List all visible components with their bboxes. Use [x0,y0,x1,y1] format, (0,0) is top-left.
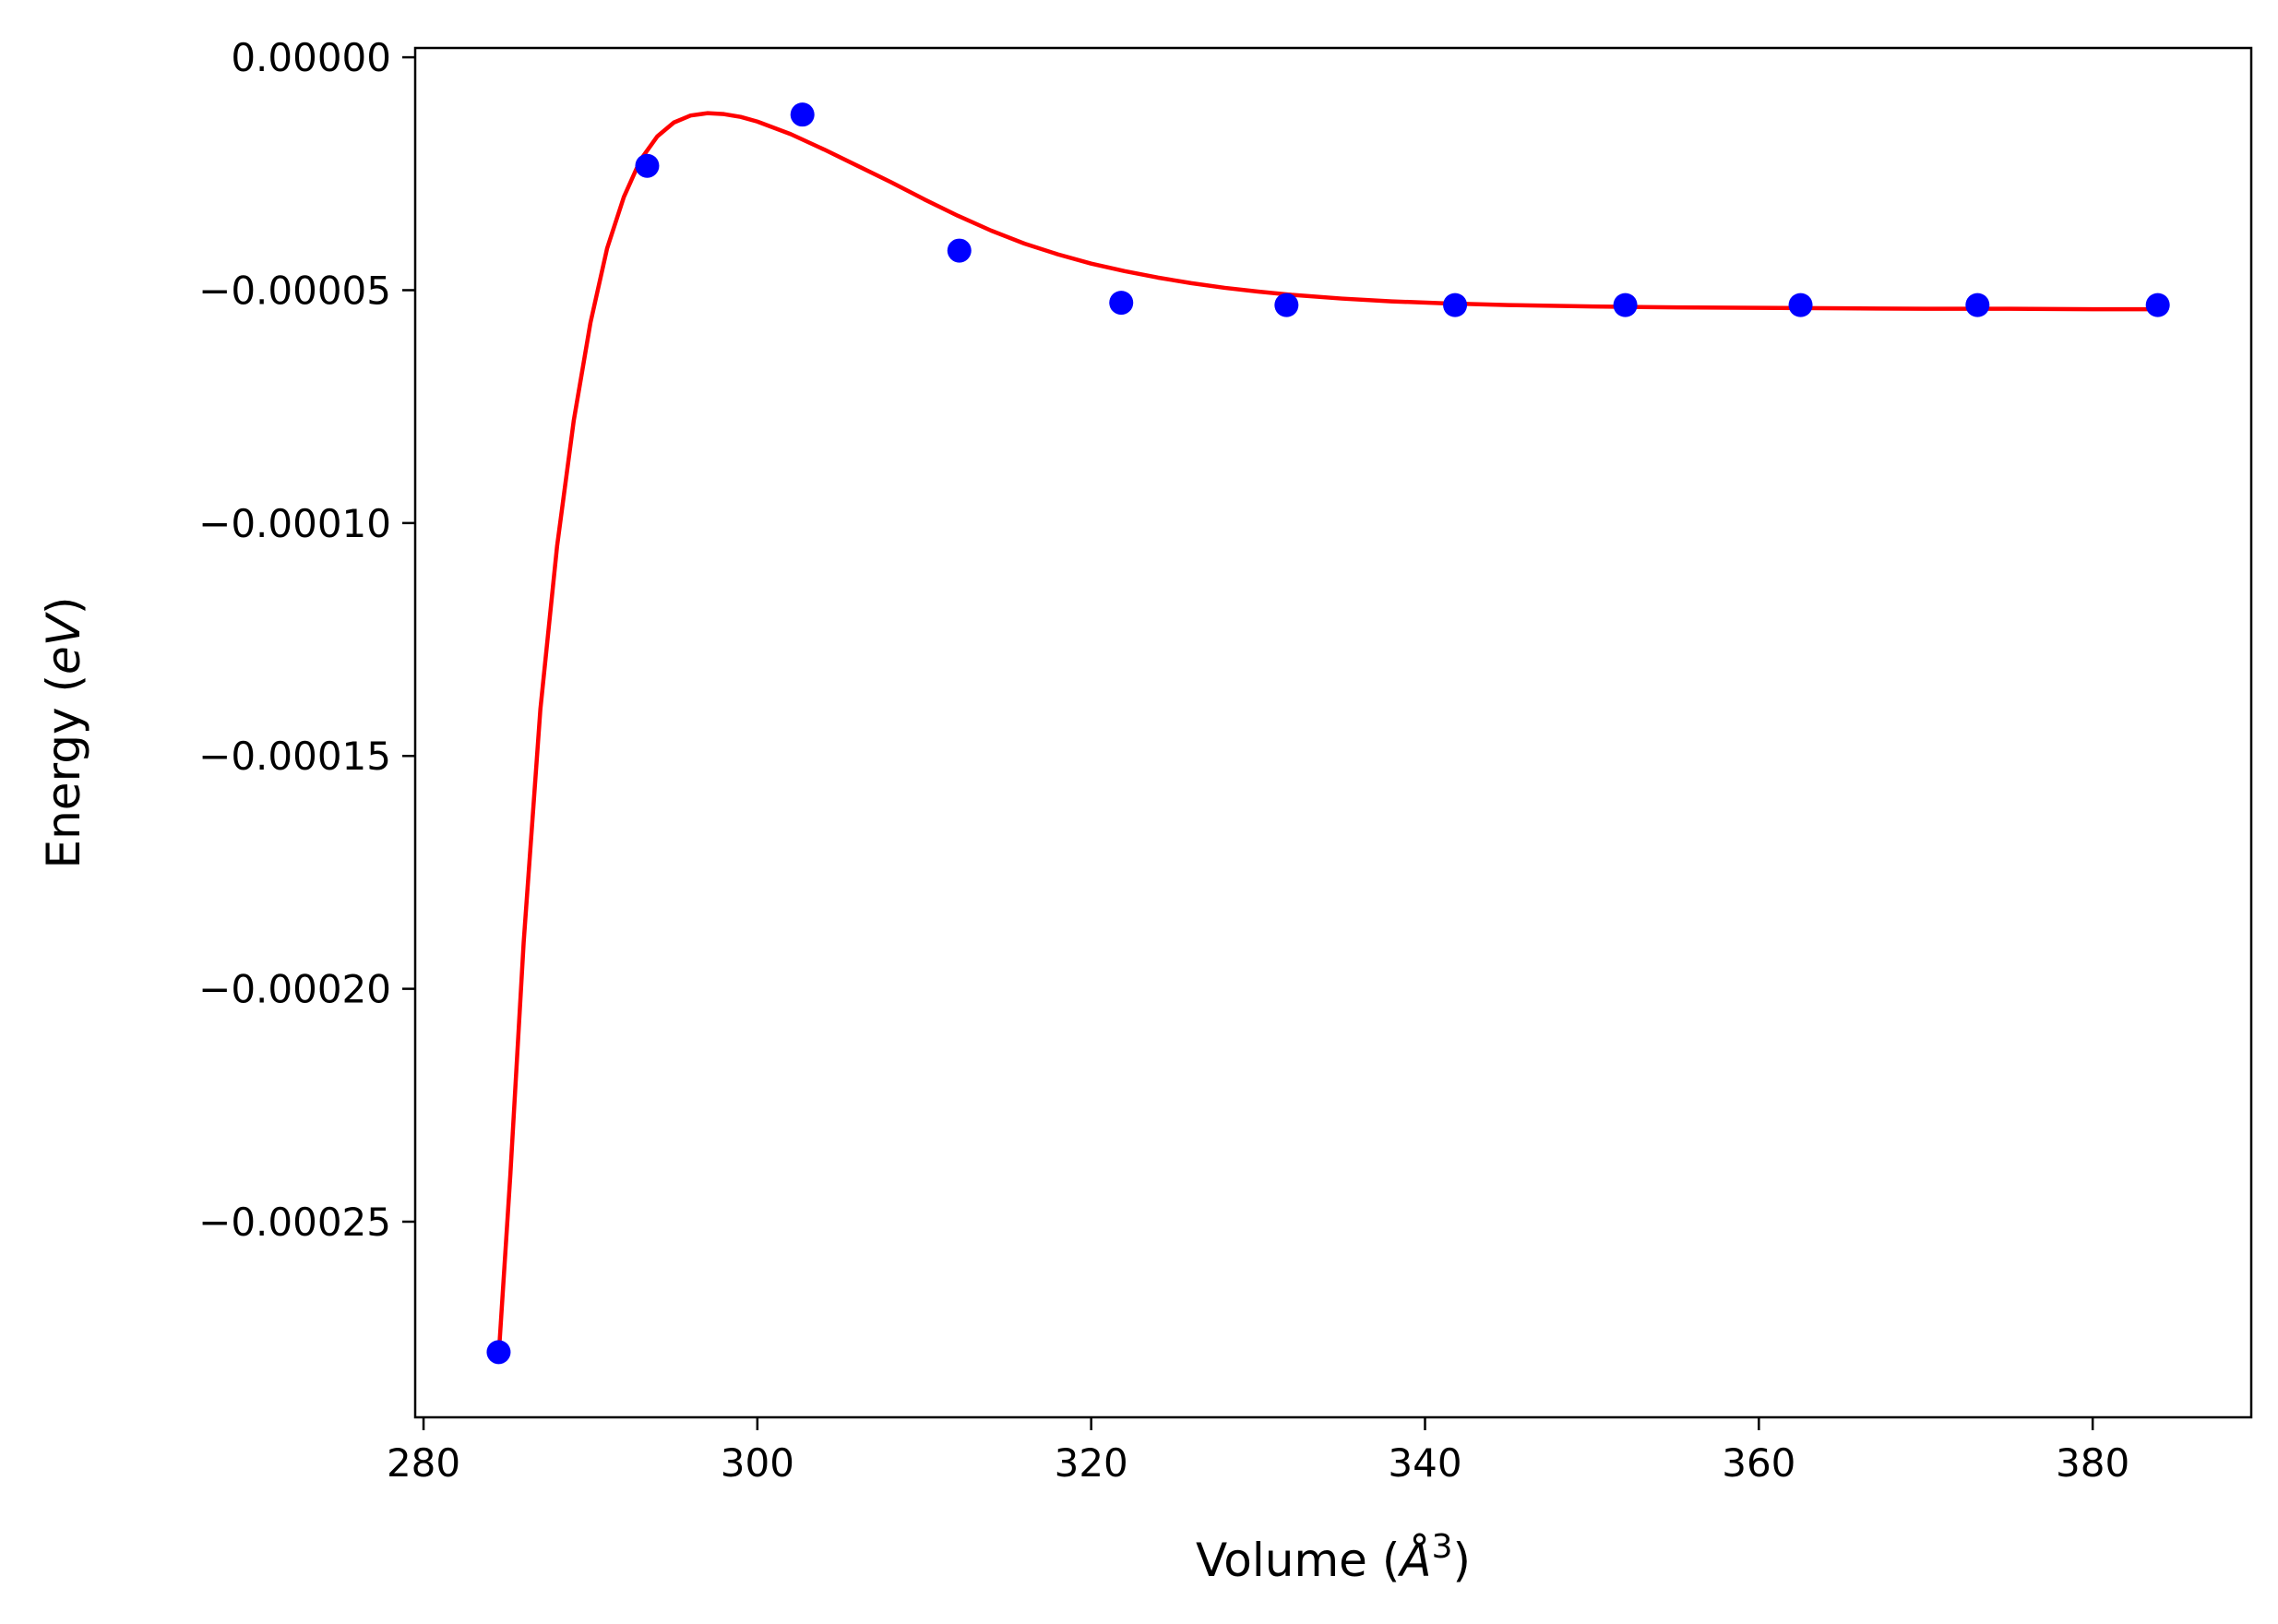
y-tick-label: −0.00020 [198,967,391,1012]
data-point [790,102,815,127]
y-tick-label: 0.00000 [231,35,391,80]
data-point [1274,293,1299,317]
y-tick-label: −0.00025 [198,1200,391,1245]
data-point [635,153,660,178]
x-tick-label: 360 [1722,1440,1795,1486]
x-axis-label: Volume (Å3) [1196,1528,1471,1587]
data-point [1613,293,1638,317]
data-point [1965,293,1990,317]
plot-area [486,102,2170,1365]
y-axis-ticks: 0.00000 −0.00005 −0.00010 −0.00015 −0.00020 −… [198,35,415,1245]
x-axis-ticks: 280 300 320 340 360 380 [387,1417,2129,1486]
fit-curve [496,111,2160,1357]
y-axis-label: Energy (eV) [37,597,90,869]
x-tick-label: 300 [721,1440,794,1486]
data-point [947,238,972,263]
data-point [1443,293,1468,317]
data-point [2145,293,2170,317]
y-tick-label: −0.00015 [198,734,391,779]
data-point [1109,291,1134,316]
y-tick-label: −0.00005 [198,268,391,313]
x-tick-label: 280 [387,1440,460,1486]
x-tick-label: 320 [1055,1440,1128,1486]
x-tick-label: 380 [2056,1440,2129,1486]
y-tick-label: −0.00010 [198,501,391,546]
plot-frame [413,46,2253,1419]
data-point [1788,293,1813,317]
data-layer [486,102,2170,1365]
x-tick-label: 340 [1388,1440,1461,1486]
data-point [486,1340,511,1365]
